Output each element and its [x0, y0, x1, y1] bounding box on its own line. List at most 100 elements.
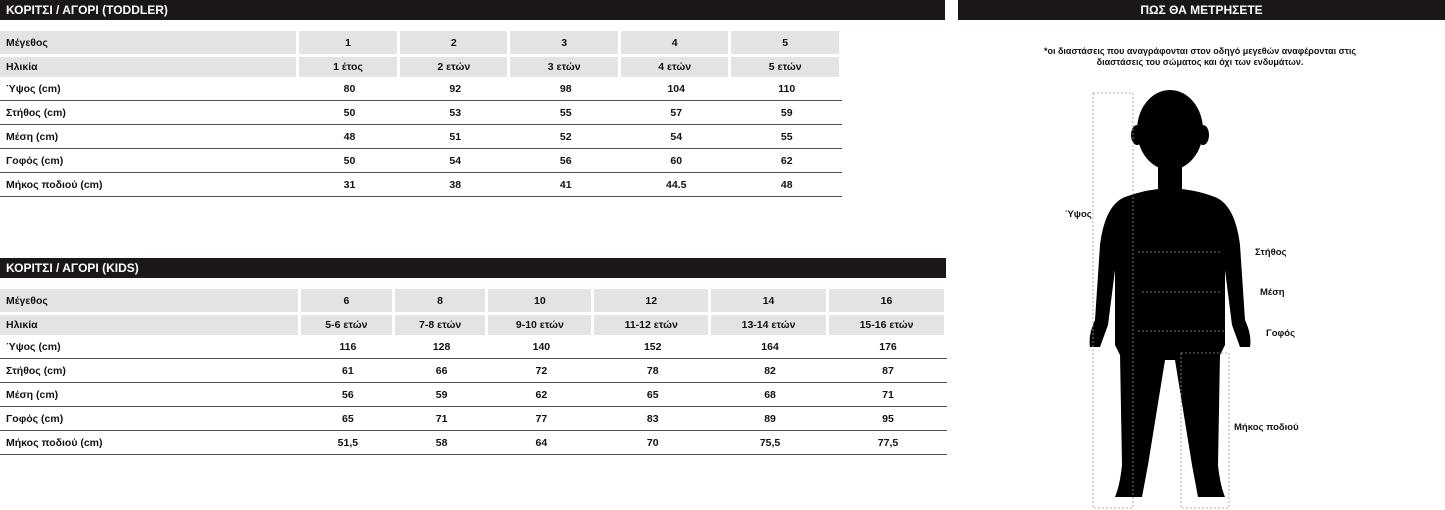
table-cell: 53: [400, 101, 511, 125]
table-row: Μέγεθος 1 2 3 4 5: [0, 31, 842, 54]
table-cell: 80: [299, 77, 400, 101]
table-row: Μέση (cm) 48 51 52 54 55: [0, 125, 842, 149]
row-label: Ύψος (cm): [0, 77, 299, 101]
table-cell: 3: [510, 31, 621, 54]
table-cell: 59: [731, 101, 842, 125]
table-cell: 55: [731, 125, 842, 149]
row-label: Στήθος (cm): [0, 359, 301, 383]
table-cell: 8: [394, 289, 489, 312]
row-label: Γοφός (cm): [0, 407, 301, 431]
table-cell: 52: [510, 125, 621, 149]
table-cell: 2 ετών: [400, 54, 511, 77]
table-row: Ηλικία 1 έτος 2 ετών 3 ετών 4 ετών 5 ετών: [0, 54, 842, 77]
table-cell: 31: [299, 173, 400, 197]
label-waist: Μέση: [1260, 287, 1285, 298]
table-cell: 82: [711, 359, 830, 383]
child-silhouette-figure: [1089, 90, 1251, 509]
table-cell: 140: [488, 335, 595, 359]
table-cell: 116: [301, 335, 395, 359]
table-cell: 68: [711, 383, 830, 407]
label-leg-length: Μήκος ποδιού: [1234, 422, 1299, 433]
table-cell: 95: [829, 407, 947, 431]
table-cell: 15-16 ετών: [829, 312, 947, 335]
table-cell: 56: [301, 383, 395, 407]
table-cell: 16: [829, 289, 947, 312]
kids-title: ΚΟΡΙΤΣΙ / ΑΓΟΡΙ (KIDS): [0, 258, 946, 278]
table-cell: 5 ετών: [731, 54, 842, 77]
table-row: Μέση (cm) 56 59 62 65 68 71: [0, 383, 947, 407]
table-cell: 98: [510, 77, 621, 101]
table-cell: 65: [301, 407, 395, 431]
table-cell: 92: [400, 77, 511, 101]
table-cell: 10: [488, 289, 595, 312]
row-label: Μέση (cm): [0, 383, 301, 407]
table-cell: 9-10 ετών: [488, 312, 595, 335]
table-cell: 12: [594, 289, 712, 312]
table-cell: 71: [394, 407, 489, 431]
row-label: Μήκος ποδιού (cm): [0, 431, 301, 455]
table-row: Μήκος ποδιού (cm) 51,5 58 64 70 75,5 77,5: [0, 431, 947, 455]
toddler-title: ΚΟΡΙΤΣΙ / ΑΓΟΡΙ (TODDLER): [0, 0, 945, 20]
table-cell: 57: [620, 101, 732, 125]
table-cell: 83: [594, 407, 712, 431]
table-cell: 70: [594, 431, 712, 455]
table-cell: 152: [594, 335, 712, 359]
table-cell: 65: [594, 383, 712, 407]
table-row: Ηλικία 5-6 ετών 7-8 ετών 9-10 ετών 11-12 ετώ…: [0, 312, 947, 335]
table-cell: 62: [488, 383, 595, 407]
table-cell: 56: [510, 149, 621, 173]
table-cell: 61: [301, 359, 395, 383]
table-row: Ύψος (cm) 116 128 140 152 164 176: [0, 335, 947, 359]
table-cell: 48: [299, 125, 400, 149]
table-cell: 51: [400, 125, 511, 149]
table-row: Μήκος ποδιού (cm) 31 38 41 44.5 48: [0, 173, 842, 197]
table-row: Στήθος (cm) 50 53 55 57 59: [0, 101, 842, 125]
table-cell: 87: [829, 359, 947, 383]
table-cell: 50: [299, 101, 400, 125]
toddler-size-table: Μέγεθος 1 2 3 4 5 Ηλικία 1 έτος 2 ετών 3 ετών 4 ετ…: [0, 31, 842, 197]
table-cell: 164: [711, 335, 830, 359]
table-row: Γοφός (cm) 65 71 77 83 89 95: [0, 407, 947, 431]
table-cell: 77,5: [829, 431, 947, 455]
table-row: Μέγεθος 6 8 10 12 14 16: [0, 289, 947, 312]
row-label: Μέγεθος: [0, 289, 301, 312]
table-cell: 2: [400, 31, 511, 54]
table-cell: 13-14 ετών: [711, 312, 830, 335]
table-cell: 62: [731, 149, 842, 173]
table-row: Γοφός (cm) 50 54 56 60 62: [0, 149, 842, 173]
note-line-2: διαστάσεις του σώματος και όχι των ενδυμ…: [1096, 57, 1304, 67]
table-cell: 104: [620, 77, 732, 101]
table-row: Στήθος (cm) 61 66 72 78 82 87: [0, 359, 947, 383]
table-cell: 66: [394, 359, 489, 383]
row-label: Μέγεθος: [0, 31, 299, 54]
row-label: Μήκος ποδιού (cm): [0, 173, 299, 197]
table-cell: 89: [711, 407, 830, 431]
table-row: Ύψος (cm) 80 92 98 104 110: [0, 77, 842, 101]
table-cell: 44.5: [620, 173, 732, 197]
table-cell: 51,5: [301, 431, 395, 455]
note-line-1: *οι διαστάσεις που αναγράφονται στον οδη…: [1043, 46, 1357, 56]
table-cell: 6: [301, 289, 395, 312]
table-cell: 4 ετών: [620, 54, 732, 77]
table-cell: 4: [620, 31, 732, 54]
row-label: Γοφός (cm): [0, 149, 299, 173]
table-cell: 72: [488, 359, 595, 383]
table-cell: 41: [510, 173, 621, 197]
row-label: Ηλικία: [0, 54, 299, 77]
table-cell: 14: [711, 289, 830, 312]
table-cell: 1 έτος: [299, 54, 400, 77]
table-cell: 1: [299, 31, 400, 54]
table-cell: 38: [400, 173, 511, 197]
table-cell: 78: [594, 359, 712, 383]
table-cell: 71: [829, 383, 947, 407]
table-cell: 128: [394, 335, 489, 359]
label-chest: Στήθος: [1255, 247, 1287, 258]
row-label: Ύψος (cm): [0, 335, 301, 359]
row-label: Ηλικία: [0, 312, 301, 335]
table-cell: 54: [620, 125, 732, 149]
table-cell: 5: [731, 31, 842, 54]
label-height: Ύψος: [1065, 209, 1092, 220]
table-cell: 58: [394, 431, 489, 455]
table-cell: 176: [829, 335, 947, 359]
kids-size-table: Μέγεθος 6 8 10 12 14 16 Ηλικία 5-6 ετών 7-8 ετών 9…: [0, 289, 947, 455]
